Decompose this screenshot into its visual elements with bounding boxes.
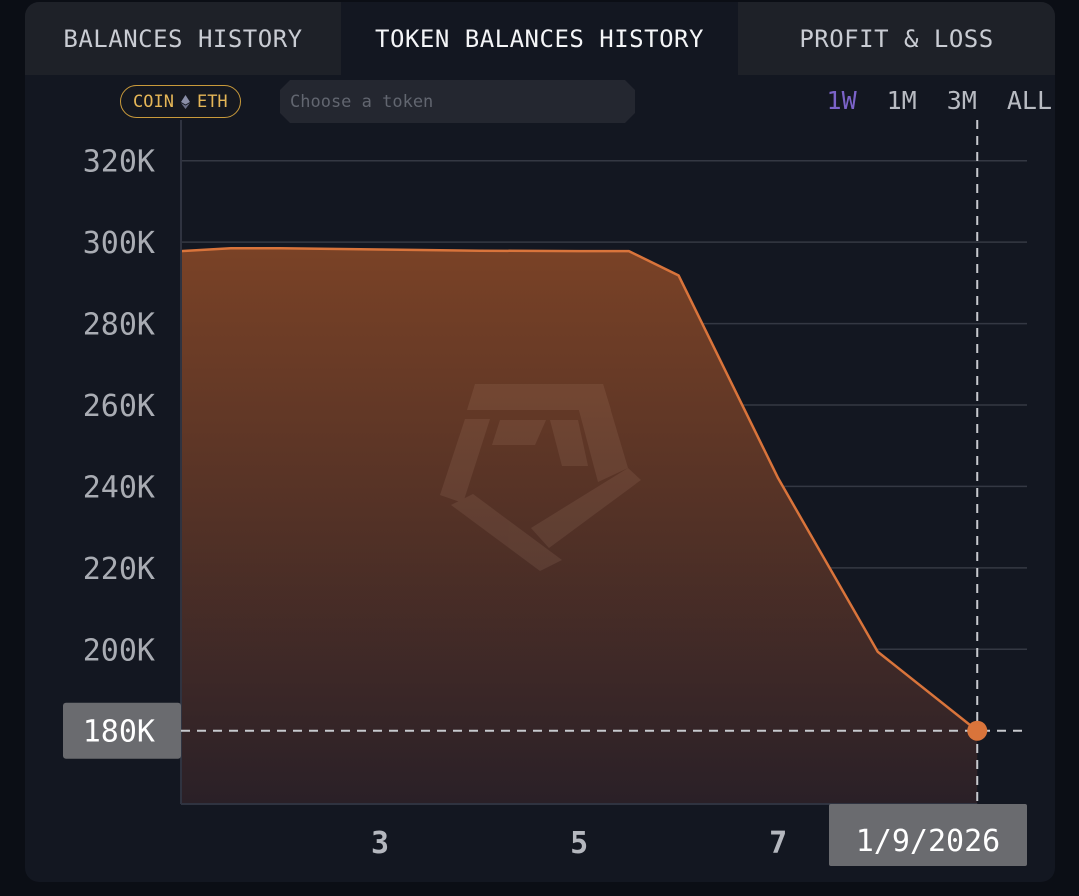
- range-1w-button[interactable]: 1W: [826, 86, 857, 115]
- tab-balances-history[interactable]: BALANCES HISTORY: [25, 2, 341, 75]
- tab-token-balances-history[interactable]: TOKEN BALANCES HISTORY: [341, 2, 738, 75]
- y-tick-label: 280K: [83, 308, 155, 343]
- series-area-fill: [181, 248, 978, 804]
- y-tick-label: 260K: [83, 389, 155, 424]
- y-axis-ticks: 200K 220K 240K 260K 280K 300K 320K 180K: [63, 145, 181, 759]
- range-1m-button[interactable]: 1M: [886, 86, 917, 115]
- range-3m-button[interactable]: 3M: [946, 86, 977, 115]
- x-tick-label: 5: [570, 826, 588, 861]
- y-tick-label: 200K: [83, 633, 155, 668]
- y-tick-label: 320K: [83, 145, 155, 180]
- token-search-input[interactable]: [280, 80, 635, 123]
- range-all-button[interactable]: ALL: [1006, 86, 1052, 115]
- x-crosshair-label: 1/9/2026: [856, 824, 1001, 859]
- tab-bar: BALANCES HISTORY TOKEN BALANCES HISTORY …: [25, 2, 1055, 75]
- y-tick-label: 300K: [83, 226, 155, 261]
- coin-symbol: ETH: [196, 91, 228, 112]
- coin-prefix: COIN: [133, 91, 174, 112]
- x-tick-label: 7: [769, 826, 787, 861]
- area-series: [180, 247, 979, 804]
- x-crosshair-label-box: [829, 804, 1027, 866]
- crosshair-point-marker: [967, 720, 988, 741]
- series-line: [180, 247, 979, 732]
- x-tick-label: 3: [371, 826, 389, 861]
- logo-watermark: [440, 384, 641, 571]
- y-crosshair-label-box: [63, 702, 181, 759]
- y-crosshair-label: 180K: [83, 715, 155, 750]
- x-axis-ticks: 3 5 7 1/9/2026: [371, 804, 1027, 866]
- tab-profit-and-loss[interactable]: PROFIT & LOSS: [738, 2, 1055, 75]
- time-range-selector: 1W 1M 3M ALL: [827, 86, 1052, 115]
- y-tick-label: 220K: [83, 552, 155, 587]
- y-tick-label: 240K: [83, 470, 155, 505]
- crosshair: [181, 120, 1027, 804]
- ethereum-icon: [180, 94, 190, 109]
- coin-filter-badge[interactable]: COIN ETH: [120, 85, 241, 118]
